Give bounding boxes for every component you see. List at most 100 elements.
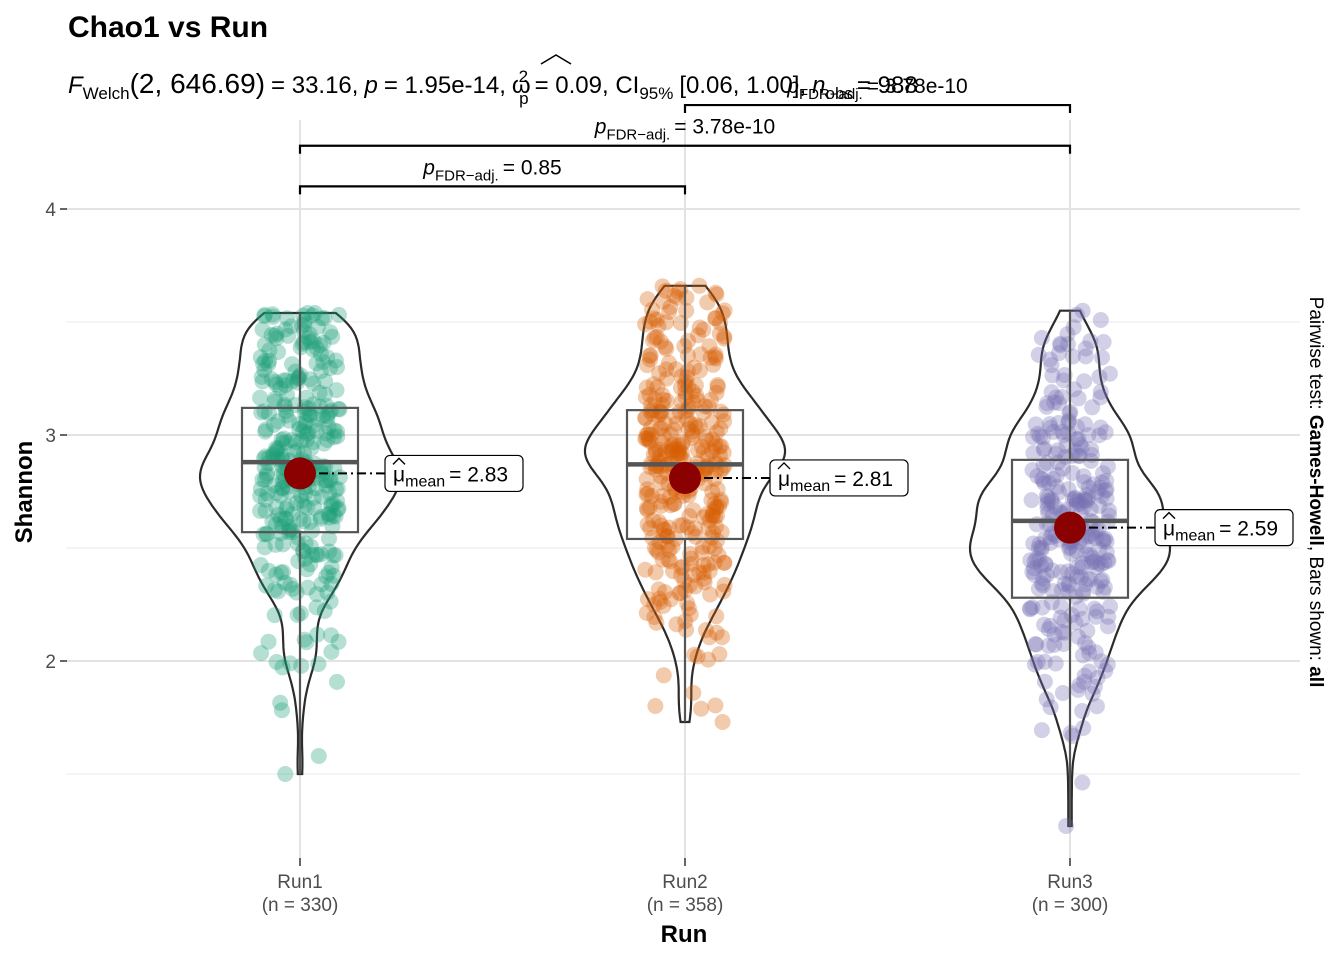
- data-point: [679, 519, 696, 536]
- data-point: [1078, 546, 1095, 563]
- data-point: [709, 507, 725, 524]
- data-point: [1095, 531, 1112, 548]
- data-point: [1089, 603, 1105, 620]
- data-point: [669, 447, 685, 464]
- data-point: [1091, 368, 1108, 385]
- data-point: [263, 327, 280, 343]
- data-point: [259, 485, 276, 502]
- data-point: [258, 525, 275, 542]
- data-point: [1043, 357, 1060, 374]
- data-point: [300, 425, 317, 441]
- data-point: [283, 521, 300, 538]
- data-point: [690, 442, 706, 458]
- data-point: [1049, 479, 1065, 496]
- data-point: [662, 426, 679, 443]
- data-point: [268, 376, 285, 393]
- data-point: [319, 411, 336, 428]
- data-point: [261, 342, 278, 359]
- data-point: [1081, 663, 1097, 680]
- data-point: [665, 563, 681, 580]
- data-point: [1100, 552, 1117, 569]
- data-point: [289, 529, 306, 546]
- data-point: [703, 492, 720, 509]
- data-point: [694, 544, 711, 561]
- data-point: [330, 306, 347, 323]
- data-point: [698, 622, 714, 639]
- data-point: [330, 500, 347, 517]
- data-point: [253, 645, 270, 662]
- data-point: [260, 633, 277, 650]
- data-point: [639, 591, 656, 608]
- data-point: [313, 346, 329, 362]
- data-point: [703, 414, 720, 431]
- data-point: [265, 446, 281, 463]
- data-point: [707, 435, 724, 452]
- data-point: [695, 570, 712, 587]
- data-point: [299, 305, 316, 321]
- data-point: [711, 325, 728, 342]
- pairwise-bracket: [298, 144, 1072, 154]
- data-point: [658, 370, 675, 387]
- data-point: [298, 634, 315, 651]
- data-point: [684, 525, 701, 541]
- data-point: [1068, 493, 1085, 510]
- data-point: [708, 499, 725, 516]
- data-point: [661, 519, 678, 536]
- data-point: [276, 574, 293, 591]
- subtitle-f: F: [68, 72, 84, 99]
- data-point: [686, 646, 703, 663]
- data-point: [1077, 491, 1094, 508]
- data-point: [642, 313, 659, 330]
- right-caption: Pairwise test: Games-Howell, Bars shown:…: [1305, 297, 1326, 688]
- data-point: [268, 330, 285, 347]
- data-point: [655, 667, 672, 684]
- data-point: [712, 491, 729, 508]
- data-point: [268, 654, 285, 670]
- data-point: [284, 506, 301, 522]
- data-point: [301, 406, 318, 422]
- data-point: [254, 373, 271, 390]
- subtitle-f-value: = 33.16,: [271, 72, 358, 99]
- data-point: [268, 484, 285, 501]
- data-point: [284, 356, 300, 373]
- data-point: [309, 626, 326, 643]
- data-point: [713, 438, 730, 455]
- data-point: [655, 427, 672, 444]
- data-point: [638, 426, 655, 443]
- data-point: [708, 518, 724, 535]
- data-point: [654, 278, 671, 295]
- data-point: [670, 437, 687, 454]
- data-point: [1071, 495, 1088, 512]
- data-point: [1074, 774, 1091, 791]
- data-point: [270, 413, 286, 430]
- data-point: [708, 384, 725, 401]
- data-point: [329, 480, 346, 497]
- data-point: [1068, 443, 1084, 460]
- data-point: [278, 434, 295, 451]
- data-point: [1067, 614, 1084, 631]
- data-point: [1084, 685, 1101, 702]
- data-point: [1033, 575, 1050, 592]
- axes: 2 3 4 Run1(n = 330) Run2(n = 358) Run3(n = 30…: [45, 200, 1108, 916]
- mean-label-box: [1154, 509, 1294, 547]
- data-point: [1056, 576, 1073, 592]
- data-point: [691, 564, 708, 581]
- data-point: [1052, 609, 1069, 626]
- data-point: [1045, 423, 1062, 440]
- data-point: [326, 422, 343, 439]
- data-point: [264, 513, 281, 530]
- data-point: [302, 407, 319, 424]
- data-point: [1064, 565, 1081, 582]
- data-point: [1033, 329, 1050, 346]
- data-point: [1092, 419, 1109, 436]
- data-point: [1036, 673, 1053, 690]
- data-point: [695, 321, 712, 338]
- data-point: [682, 546, 699, 562]
- data-point: [699, 506, 716, 522]
- data-point: [1076, 474, 1093, 491]
- data-point: [323, 627, 339, 644]
- data-point: [1070, 492, 1087, 509]
- data-point: [257, 352, 274, 369]
- data-point: [302, 334, 319, 351]
- data-point: [1038, 454, 1055, 471]
